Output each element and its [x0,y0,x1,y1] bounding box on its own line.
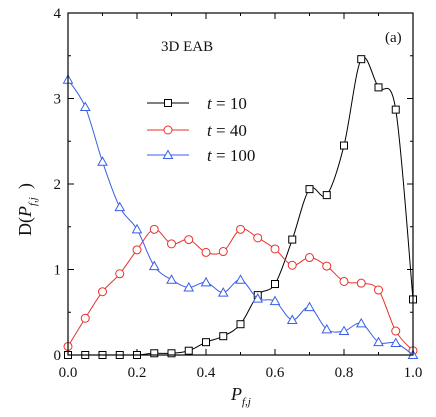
data-point [235,274,246,284]
data-point [357,55,366,64]
x-tick-label: 1.0 [404,365,423,381]
tick-labels: 0.0 0.2 0.4 0.6 0.8 1.0 0 1 2 3 4 [54,6,423,381]
plot-frame [67,12,414,356]
data-point [149,224,159,234]
data-point [391,326,401,336]
series-line [68,228,413,352]
data-point [184,235,194,245]
y-tick-label: 1 [54,263,62,279]
chart-annotation: 3D EAB [161,39,213,55]
data-point [321,323,333,334]
data-point [132,245,142,255]
legend-entry-var: t [207,94,213,113]
data-point [183,281,195,292]
legend-marker [163,125,173,135]
x-tick-label: 0.6 [266,365,285,381]
x-tick-label: 0.8 [335,365,354,381]
data-point [391,105,400,114]
x-axis-label-sub: f,j [242,396,251,408]
legend-entry-value: = 10 [212,94,247,113]
data-point [271,280,279,289]
y-axis-label-sub: f,j [27,197,39,206]
data-point [200,276,212,287]
data-point [166,274,177,284]
x-tick-label: 0.4 [197,365,216,381]
data-point [114,201,126,212]
data-point [286,314,298,324]
legend-marker [164,99,172,107]
data-point [150,349,159,358]
x-tick-label: 0.0 [59,365,78,381]
data-point [269,295,281,306]
axis-ticks [67,12,414,356]
y-tick-label: 2 [54,177,62,193]
data-point [148,260,160,271]
data-point [79,101,91,112]
y-axis-label-pre: D( [15,217,36,236]
data-point [97,156,108,166]
data-point [338,325,350,336]
data-point [236,320,245,329]
y-axis-label-var: P [15,206,35,218]
data-point [253,233,263,243]
legend-entry-var: t [207,121,213,140]
panel-label: (a) [385,30,402,46]
legend-entry: t = 100 [207,146,255,165]
x-tick-label: 0.2 [128,365,147,381]
data-point [270,244,280,254]
y-tick-label: 4 [54,6,62,22]
legend: t = 10t = 40t = 100 [147,94,255,165]
data-point [305,185,314,194]
legend-entry: t = 40 [207,121,247,140]
legend-marker [162,149,174,159]
data-point [80,313,90,323]
x-axis-label-var: P [230,384,242,404]
series-2 [62,74,419,359]
series-1 [63,224,418,356]
data-point [356,278,366,288]
legend-entry: t = 10 [207,94,247,113]
data-point [287,260,297,270]
data-point [304,301,315,312]
data-point [322,261,332,271]
data-point [390,337,402,348]
data-point [115,269,125,279]
x-axis-label: Pf,j [230,384,251,408]
y-axis-label: D(Pf,j) [15,183,39,236]
data-point [374,83,383,92]
data-point [236,224,245,234]
data-point [252,293,264,303]
y-tick-label: 0 [54,348,62,364]
legend-entry-var: t [207,146,213,165]
data-point [98,287,107,297]
data-point [322,191,331,200]
data-point [374,285,383,295]
data-point [288,235,297,244]
legend-entry-value: = 40 [212,121,247,140]
data-point [373,336,384,347]
data-point [184,346,193,355]
data-point [131,223,143,234]
data-point [219,332,228,341]
data-point [218,247,228,257]
data-point [339,276,349,286]
data-point [305,253,314,263]
data-point [340,141,348,150]
legend-entry-value: = 100 [212,146,256,165]
data-point [167,349,176,358]
data-point [202,338,210,347]
y-tick-label: 3 [54,92,62,108]
data-point [355,317,367,328]
data-point [167,239,176,249]
data-point [217,287,229,297]
data-point [201,247,211,257]
y-axis-label-post: ) [15,183,36,189]
